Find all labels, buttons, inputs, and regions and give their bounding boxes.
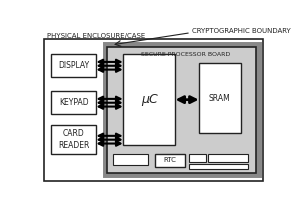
Bar: [52, 91, 96, 114]
Text: CARD
READER: CARD READER: [58, 129, 90, 150]
Bar: [52, 54, 96, 77]
Bar: [113, 154, 148, 165]
Bar: [189, 163, 248, 169]
Text: CRYPTOGRAPHIC BOUNDARY: CRYPTOGRAPHIC BOUNDARY: [193, 28, 291, 34]
Text: DISPLAY: DISPLAY: [58, 61, 89, 70]
Bar: [106, 45, 258, 174]
Bar: [208, 154, 248, 162]
Bar: [52, 125, 96, 154]
Text: PHYSICAL ENCLOSURE/CASE: PHYSICAL ENCLOSURE/CASE: [47, 33, 145, 39]
Bar: [199, 63, 241, 133]
Text: SRAM: SRAM: [209, 94, 230, 103]
Text: SECURE PROCESSOR BOARD: SECURE PROCESSOR BOARD: [141, 52, 230, 57]
Bar: [107, 47, 256, 173]
Text: KEYPAD: KEYPAD: [59, 98, 89, 107]
Bar: [155, 154, 185, 167]
Bar: [189, 154, 206, 162]
Text: μC: μC: [141, 93, 158, 106]
Text: RTC: RTC: [164, 157, 176, 163]
Bar: [44, 39, 263, 181]
Bar: [123, 54, 176, 145]
